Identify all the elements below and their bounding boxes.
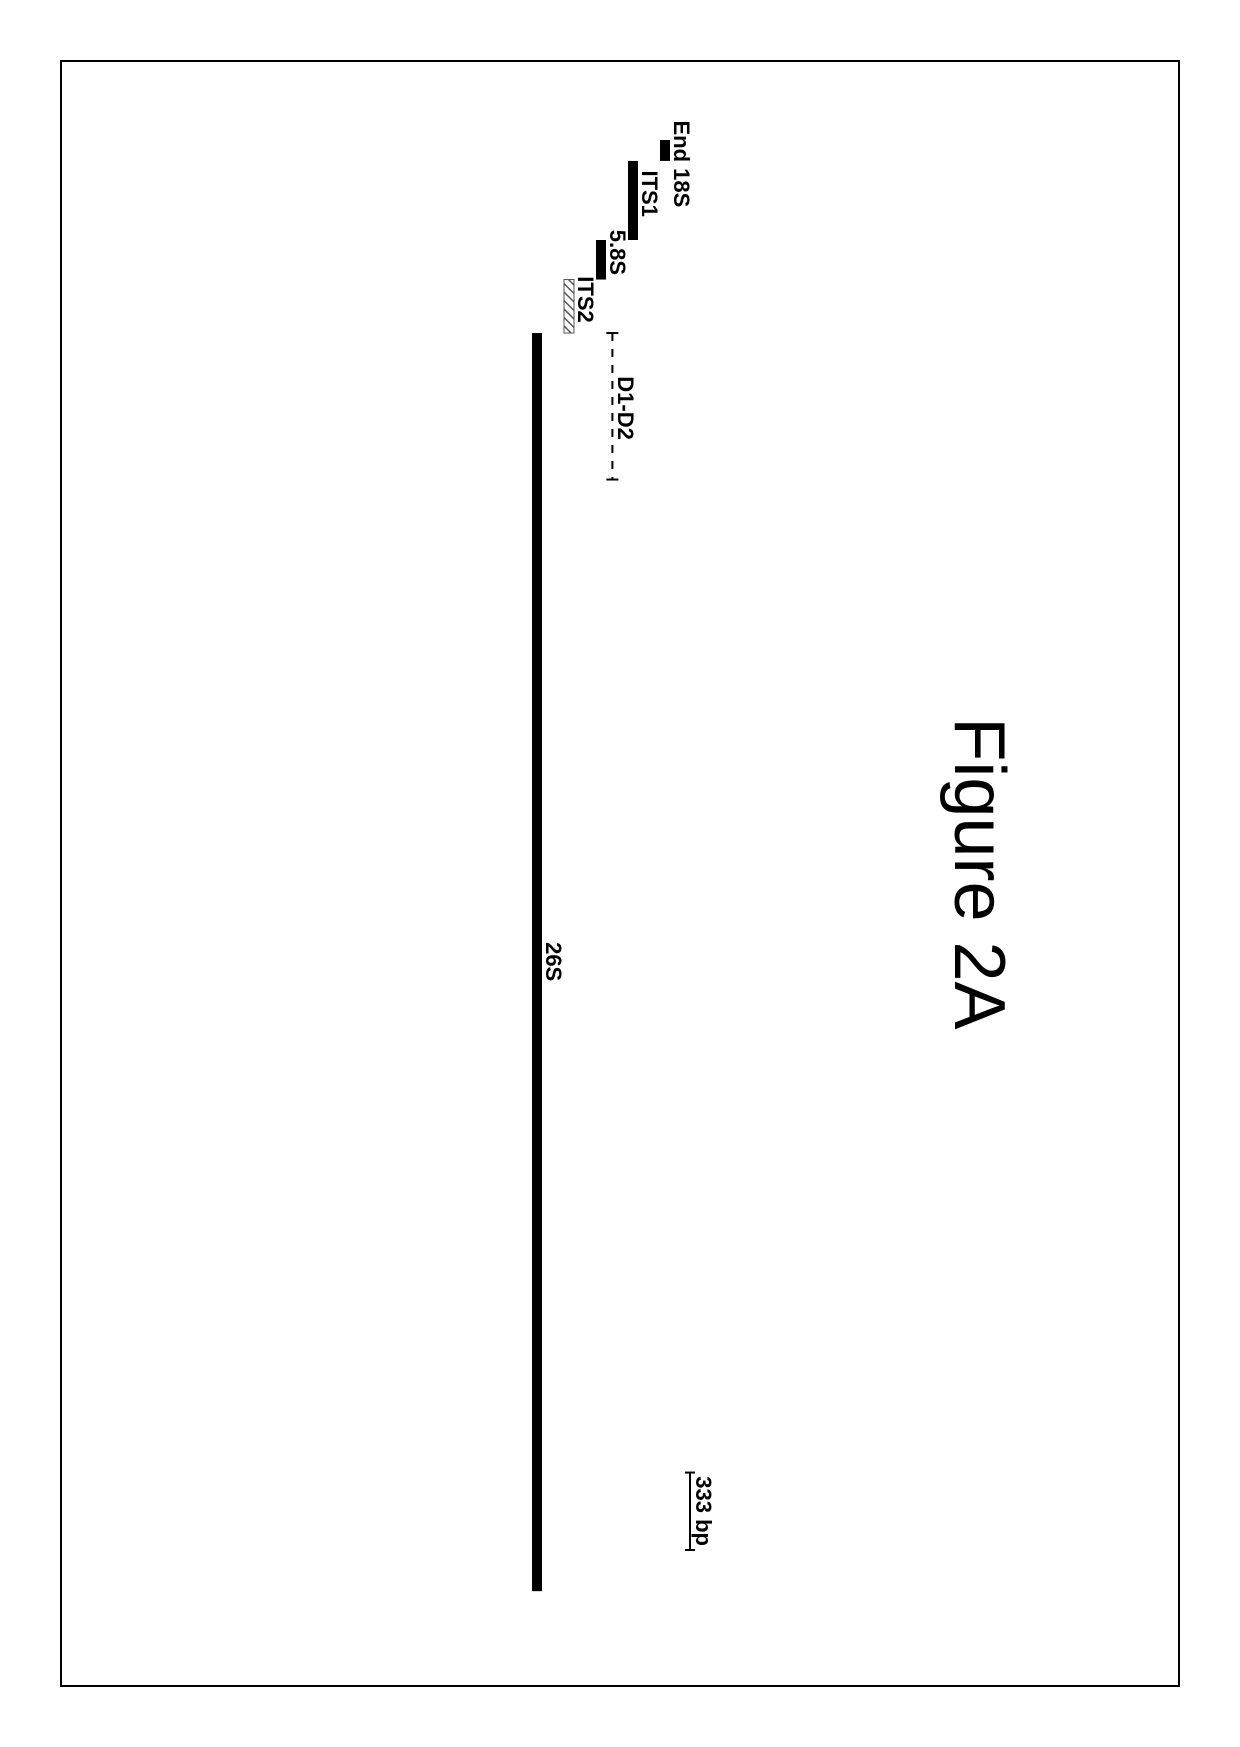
segment-label-26s: 26S [540,942,566,981]
segment-label-end18s: End 18S [668,120,694,207]
annotation-label-d1d2: D1-D2 [612,376,638,440]
figure-title: Figure 2A [938,60,1020,1687]
figure-canvas: Figure 2A End 18SITS15.8SITS2 26S D1-D2 333… [60,60,1180,1687]
page: Figure 2A End 18SITS15.8SITS2 26S D1-D2 333… [0,0,1240,1747]
scale-bar-label: 333 bp [690,1476,716,1546]
gene-map-diagram: End 18SITS15.8SITS226SD1-D2333 bp [450,140,710,1610]
segment-label-its1: ITS1 [636,170,662,216]
segment-label-its2: ITS2 [572,276,598,322]
segment-label-5_8s: 5.8S [604,230,630,275]
